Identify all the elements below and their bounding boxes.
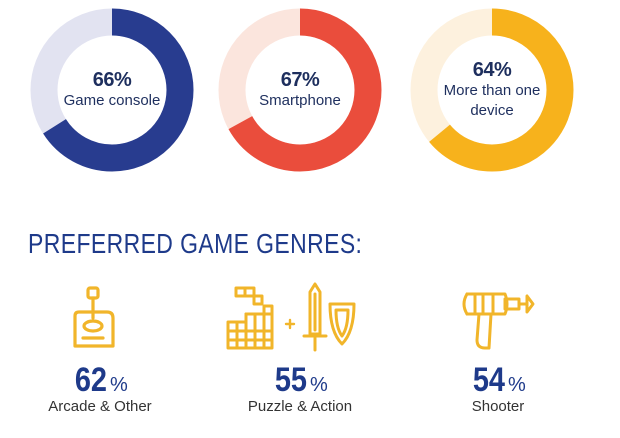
genre-icon-wrap bbox=[398, 280, 598, 356]
genre-value-unit: % bbox=[310, 374, 328, 396]
donut-chart-game-console: 66% Game console bbox=[30, 8, 194, 172]
donut-value: 67% bbox=[280, 69, 320, 91]
genre-label: Puzzle & Action bbox=[247, 398, 353, 415]
donut-arc-game-console bbox=[30, 8, 194, 172]
donut-value: 64% bbox=[472, 59, 512, 81]
donut-svg-game-console bbox=[30, 8, 194, 172]
genre-value: 54% bbox=[398, 362, 598, 398]
donut-label: 64% More than one device bbox=[410, 8, 574, 172]
donut-chart-smartphone: 67% Smartphone bbox=[218, 8, 382, 172]
genre-icon-wrap bbox=[0, 280, 200, 356]
donut-category: Game console bbox=[63, 92, 161, 109]
donut-label: 67% Smartphone bbox=[218, 8, 382, 172]
donut-category: Smartphone bbox=[259, 92, 341, 109]
genres-heading: PREFERRED GAME GENRES: bbox=[28, 228, 363, 259]
genre-value-number: 55 bbox=[275, 361, 308, 399]
ray-gun-icon bbox=[462, 292, 535, 350]
genre-label: Shooter bbox=[471, 398, 525, 415]
donut-category: More than one device bbox=[443, 82, 541, 119]
genre-shooter: 54% Shooter bbox=[398, 280, 598, 415]
genre-value-number: 54 bbox=[473, 361, 506, 399]
genre-value: 55% bbox=[200, 362, 400, 398]
donut-label: 66% Game console bbox=[30, 8, 194, 172]
genre-value-number: 62 bbox=[75, 361, 108, 399]
donut-svg-more-than-one-device bbox=[410, 8, 574, 172]
genre-puzzle-action: 55% Puzzle & Action bbox=[200, 280, 400, 415]
donut-chart-more-than-one-device: 64% More than one device bbox=[410, 8, 574, 172]
donut-value: 66% bbox=[92, 69, 132, 91]
genre-label: Arcade & Other bbox=[48, 398, 152, 415]
donut-arc-more-than-one-device bbox=[410, 8, 574, 172]
blocks-sword-shield-icon bbox=[226, 282, 356, 352]
genre-value: 62% bbox=[0, 362, 200, 398]
donut-arc-smartphone bbox=[218, 8, 382, 172]
genre-icon-wrap bbox=[200, 280, 400, 356]
device-donut-charts: 66% Game console 67% Smartphone 64% More… bbox=[0, 0, 620, 200]
donut-svg-smartphone bbox=[218, 8, 382, 172]
joystick-icon bbox=[73, 286, 115, 348]
genre-value-unit: % bbox=[508, 374, 526, 396]
genre-value-unit: % bbox=[110, 374, 128, 396]
genre-arcade: 62% Arcade & Other bbox=[0, 280, 200, 415]
